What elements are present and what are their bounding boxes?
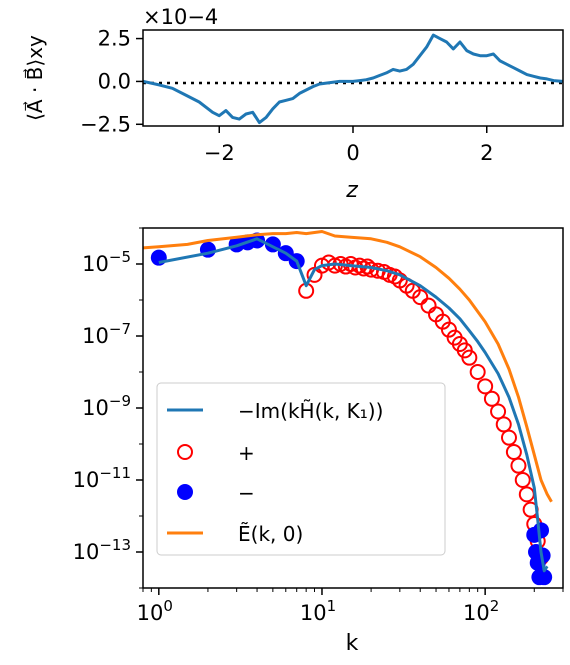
bottom-data-layer [143,230,553,586]
point-plus [412,289,429,306]
bottom-y-tick-label: 10−13 [73,536,131,564]
point-plus [505,443,522,460]
legend: −Im(kH̃(k, K₁)) + − Ẽ(k, 0) [156,382,446,556]
point-plus [420,297,437,314]
top-y-tick-label: 2.5 [98,27,131,51]
bottom-x-axis-label: k [346,631,359,656]
point-minus [150,249,167,266]
point-plus [495,416,512,433]
bottom-x-tick-label: 100 [137,597,173,625]
bottom-y-ticks: 10−5 10−7 10−9 10−11 10−13 [73,227,143,589]
point-plus [477,378,494,395]
bottom-panel: 100 101 102 10−5 10−7 10−9 10−11 10−13 k −Im(k… [73,227,564,656]
top-y-tick-label: −2.5 [80,112,131,136]
top-line-layer [143,33,563,125]
point-plus [440,321,457,338]
top-panel: −2 0 2 2.5 0.0 −2.5 ×10−4 z ⟨A⃗ · B⃗⟩xy [22,5,564,203]
point-minus [533,522,550,539]
legend-label-minus: − [238,481,255,505]
bottom-x-ticks: 100 101 102 [137,588,564,625]
series-line-3 [143,230,553,503]
point-plus [510,457,527,474]
legend-label-e-k0: Ẽ(k, 0) [238,522,303,546]
series-line-0 [158,237,549,573]
bottom-y-tick-label: 10−11 [73,464,131,492]
point-plus [500,429,517,446]
bottom-x-tick-label: 102 [463,597,499,625]
top-x-tick-label: 0 [346,141,359,165]
top-x-ticks: −2 0 2 [204,126,493,165]
legend-marker-plus [177,444,193,460]
top-y-ticks: 2.5 0.0 −2.5 [80,27,143,136]
top-plot-frame [142,29,564,127]
bottom-y-tick-label: 10−9 [82,392,131,420]
point-plus [483,390,500,407]
point-plus [518,486,535,503]
legend-label-plus: + [238,441,255,465]
legend-marker-minus [177,484,193,500]
top-y-tick-label: 0.0 [98,69,131,93]
top-x-axis-label: z [345,178,358,203]
top-x-tick-label: −2 [204,141,235,165]
bottom-y-tick-label: 10−7 [82,320,131,348]
top-y-axis-label: ⟨A⃗ · B⃗⟩xy [22,35,47,121]
point-plus [469,364,486,380]
point-minus [536,569,553,586]
bottom-x-tick-label: 101 [300,597,336,625]
point-plus [490,403,507,420]
bottom-y-tick-label: 10−5 [82,248,131,276]
top-series-line [143,33,563,125]
point-plus [461,349,478,366]
legend-label-im-h: −Im(kH̃(k, K₁)) [238,399,383,423]
top-multiplier: ×10−4 [143,5,218,29]
top-x-tick-label: 2 [480,141,493,165]
legend-frame [156,382,446,556]
point-plus [514,472,531,488]
